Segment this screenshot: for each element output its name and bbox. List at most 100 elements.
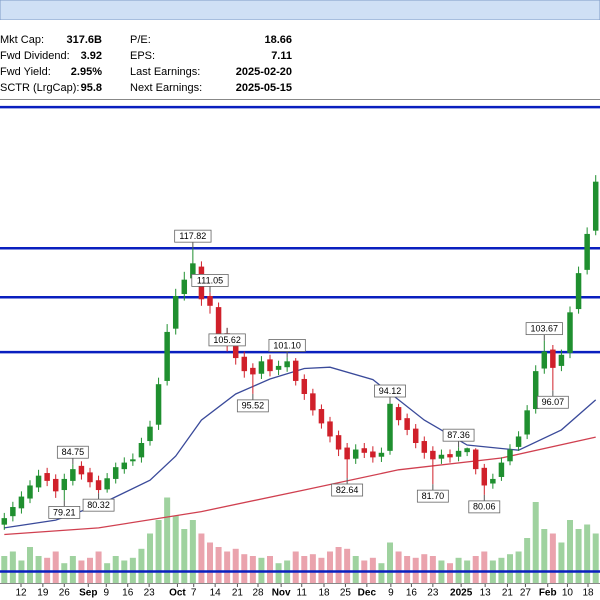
annotation-label: 84.75	[62, 447, 85, 457]
candle-body	[190, 263, 196, 279]
candle-body	[292, 360, 299, 381]
annotation-box	[525, 322, 563, 336]
candle-body	[532, 371, 539, 410]
volume-bar	[541, 529, 548, 583]
volume-bar	[112, 556, 119, 583]
candle-body	[370, 451, 376, 458]
candle-body	[592, 181, 599, 231]
x-tick-label: Dec	[358, 588, 377, 599]
x-tick-label: 16	[122, 588, 134, 599]
stat-value: 7.11	[271, 50, 292, 62]
annotation-box	[56, 445, 89, 459]
volume-bar	[232, 548, 239, 583]
annotation-label: 95.52	[242, 401, 265, 411]
candle-body	[155, 384, 162, 425]
candle-body	[241, 356, 248, 372]
candle-body	[438, 454, 445, 459]
volume-bar	[532, 502, 539, 583]
volume-bar	[52, 551, 59, 583]
volume-bar	[95, 551, 102, 583]
x-tick-label: 28	[252, 588, 264, 599]
volume-bar	[164, 497, 171, 583]
candle-body	[78, 465, 85, 475]
annotation-box	[468, 500, 501, 514]
candle-body	[10, 507, 16, 517]
candle-body	[1, 518, 8, 525]
x-tick-label: 16	[406, 588, 418, 599]
annotation-box	[191, 274, 229, 287]
x-tick-label: 9	[388, 588, 394, 599]
candle-body	[430, 450, 436, 460]
x-tick-label: 13	[480, 588, 492, 599]
x-tick-label: 14	[210, 588, 222, 599]
volume-bar	[447, 563, 453, 583]
annotation-label: 80.06	[473, 502, 496, 512]
candle-body	[301, 378, 308, 394]
volume-bar	[472, 556, 479, 583]
volume-bar	[404, 556, 411, 583]
volume-bar	[172, 515, 179, 583]
stat-label: Fwd Yield:	[0, 66, 51, 78]
annotation-label: 96.07	[542, 397, 565, 407]
stat-label: Fwd Dividend:	[0, 50, 70, 62]
candle-body	[447, 454, 453, 458]
volume-bar	[27, 547, 33, 583]
candle-body	[352, 449, 359, 459]
annotation-box	[536, 395, 569, 409]
annotation-box	[48, 506, 81, 519]
annotation-label: 80.32	[87, 500, 110, 510]
stat-label: SCTR (LrgCap):	[0, 82, 79, 94]
volume-bar	[61, 563, 68, 583]
stat-value: 2025-02-20	[236, 66, 292, 78]
candle-body	[378, 452, 385, 457]
candle-body	[344, 447, 350, 460]
volume-bar	[301, 556, 308, 583]
candle-body	[464, 448, 470, 453]
volume-bar	[215, 547, 222, 583]
x-tick-label: 2025	[450, 588, 473, 599]
stat-label: P/E:	[130, 34, 151, 46]
candle-body	[164, 331, 170, 381]
x-tick-label: 19	[37, 588, 49, 599]
x-tick-label: 7	[191, 588, 197, 599]
volume-bar	[207, 542, 213, 583]
volume-bar	[344, 548, 351, 583]
candle-body	[284, 361, 290, 368]
volume-bar	[421, 554, 428, 583]
stat-value: 95.8	[81, 82, 102, 94]
volume-bar	[395, 551, 402, 583]
candle-body	[455, 450, 462, 457]
candle-body	[318, 409, 325, 424]
candle-body	[87, 472, 93, 483]
candle-body	[35, 475, 42, 488]
volume-bar	[35, 556, 42, 583]
annotation-label: 111.05	[197, 275, 223, 285]
volume-bar	[481, 551, 488, 583]
x-tick-label: 26	[59, 588, 71, 599]
annotation-box	[442, 428, 475, 442]
volume-bar	[378, 563, 385, 583]
candle-body	[44, 473, 50, 481]
x-tick-label: 18	[582, 588, 594, 599]
x-tick-label: 21	[502, 588, 514, 599]
candle-body	[524, 410, 530, 435]
volume-bar	[1, 556, 8, 583]
candle-body	[61, 478, 68, 491]
annotation-label: 117.82	[179, 231, 206, 241]
x-tick-label: 11	[297, 588, 308, 599]
x-tick-label: 9	[104, 588, 110, 599]
annotation-label: 105.62	[213, 335, 241, 345]
volume-bar	[592, 533, 599, 583]
candle-body	[121, 462, 128, 470]
volume-bar	[69, 556, 76, 583]
volume-bar	[387, 542, 393, 583]
candle-body	[404, 418, 410, 430]
candle-body	[250, 367, 256, 375]
candle-body	[387, 403, 393, 451]
candle-body	[558, 354, 565, 366]
annotation-label: 79.21	[53, 507, 76, 517]
candle-body	[95, 480, 102, 491]
volume-bar	[327, 551, 333, 583]
candle-body	[172, 296, 179, 329]
x-tick-label: 23	[144, 588, 156, 599]
